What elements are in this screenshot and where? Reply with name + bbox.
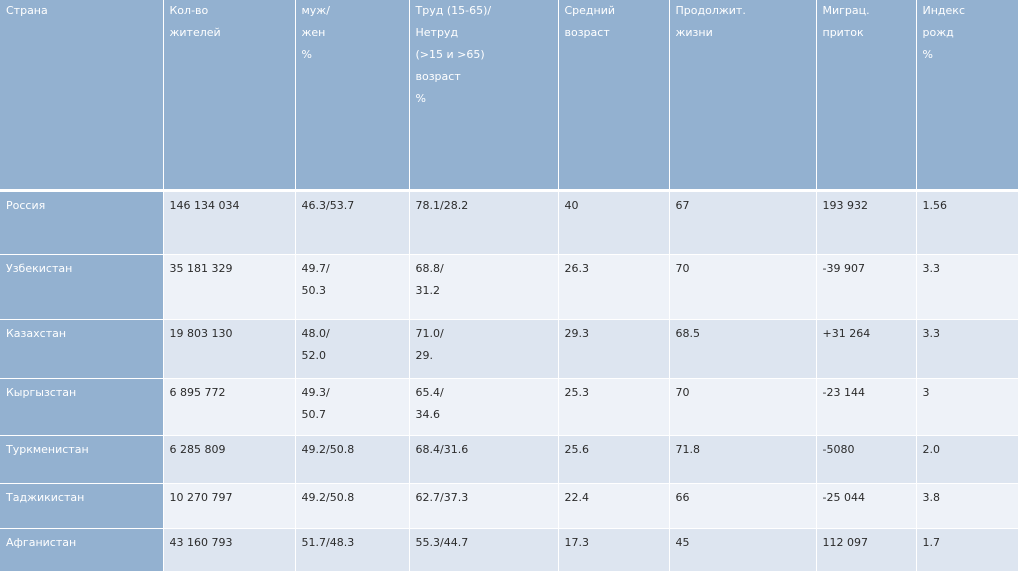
- life-expectancy-cell: 68.5: [668, 319, 816, 379]
- working-age-cell: 68.4/31.6: [408, 435, 558, 484]
- life-expectancy-cell: 71.8: [668, 435, 816, 484]
- working-age-cell: 78.1/28.2: [408, 190, 558, 255]
- birth-index-cell: 3: [915, 378, 1018, 436]
- table-row: Россия 146 134 034 46.3/53.7 78.1/28.2 4…: [0, 190, 1018, 255]
- median-age-cell: 17.3: [557, 528, 669, 572]
- header-country: Страна: [0, 0, 163, 192]
- migration-cell: 193 932: [815, 190, 916, 255]
- male-female-cell: 49.2/50.8: [294, 435, 409, 484]
- table-row: Казахстан 19 803 130 48.0/52.0 71.0/29. …: [0, 319, 1018, 379]
- population-cell: 10 270 797: [162, 483, 295, 529]
- migration-cell: 112 097: [815, 528, 916, 572]
- birth-index-cell: 1.7: [915, 528, 1018, 572]
- median-age-cell: 26.3: [557, 254, 669, 320]
- country-cell: Россия: [0, 190, 163, 255]
- migration-cell: -23 144: [815, 378, 916, 436]
- population-cell: 146 134 034: [162, 190, 295, 255]
- table-row: Туркменистан 6 285 809 49.2/50.8 68.4/31…: [0, 435, 1018, 484]
- male-female-cell: 49.3/50.7: [294, 378, 409, 436]
- working-age-cell: 68.8/31.2: [408, 254, 558, 320]
- median-age-cell: 22.4: [557, 483, 669, 529]
- working-age-cell: 55.3/44.7: [408, 528, 558, 572]
- working-age-cell: 71.0/29.: [408, 319, 558, 379]
- country-cell: Туркменистан: [0, 435, 163, 484]
- table-row: Таджикистан 10 270 797 49.2/50.8 62.7/37…: [0, 483, 1018, 529]
- median-age-cell: 40: [557, 190, 669, 255]
- header-male-female: муж/жен%: [294, 0, 409, 192]
- table-row: Кыргызстан 6 895 772 49.3/50.7 65.4/34.6…: [0, 378, 1018, 436]
- life-expectancy-cell: 45: [668, 528, 816, 572]
- life-expectancy-cell: 67: [668, 190, 816, 255]
- migration-cell: -25 044: [815, 483, 916, 529]
- working-age-cell: 62.7/37.3: [408, 483, 558, 529]
- population-cell: 6 895 772: [162, 378, 295, 436]
- birth-index-cell: 1.56: [915, 190, 1018, 255]
- header-population: Кол-во жителей: [162, 0, 295, 192]
- median-age-cell: 25.6: [557, 435, 669, 484]
- male-female-cell: 46.3/53.7: [294, 190, 409, 255]
- population-cell: 43 160 793: [162, 528, 295, 572]
- migration-cell: -5080: [815, 435, 916, 484]
- life-expectancy-cell: 66: [668, 483, 816, 529]
- table-row: Афганистан 43 160 793 51.7/48.3 55.3/44.…: [0, 528, 1018, 572]
- birth-index-cell: 3.8: [915, 483, 1018, 529]
- male-female-cell: 49.7/50.3: [294, 254, 409, 320]
- population-cell: 6 285 809: [162, 435, 295, 484]
- birth-index-cell: 3.3: [915, 319, 1018, 379]
- median-age-cell: 29.3: [557, 319, 669, 379]
- migration-cell: +31 264: [815, 319, 916, 379]
- header-migration: Миграц. приток: [815, 0, 916, 192]
- header-row: Страна Кол-во жителей муж/жен% Труд (15-6…: [0, 0, 1018, 192]
- population-cell: 35 181 329: [162, 254, 295, 320]
- country-cell: Казахстан: [0, 319, 163, 379]
- birth-index-cell: 3.3: [915, 254, 1018, 320]
- male-female-cell: 51.7/48.3: [294, 528, 409, 572]
- country-cell: Таджикистан: [0, 483, 163, 529]
- population-cell: 19 803 130: [162, 319, 295, 379]
- life-expectancy-cell: 70: [668, 378, 816, 436]
- header-life-expectancy: Продолжит. жизни: [668, 0, 816, 192]
- header-birth-index: Индекс рожд%: [915, 0, 1018, 192]
- country-cell: Узбекистан: [0, 254, 163, 320]
- country-cell: Афганистан: [0, 528, 163, 572]
- birth-index-cell: 2.0: [915, 435, 1018, 484]
- male-female-cell: 48.0/52.0: [294, 319, 409, 379]
- country-cell: Кыргызстан: [0, 378, 163, 436]
- median-age-cell: 25.3: [557, 378, 669, 436]
- header-median-age: Средний возраст: [557, 0, 669, 192]
- working-age-cell: 65.4/34.6: [408, 378, 558, 436]
- header-working-age: Труд (15-65)/Нетруд (>15 и >65) возраст%: [408, 0, 558, 192]
- male-female-cell: 49.2/50.8: [294, 483, 409, 529]
- table-row: Узбекистан 35 181 329 49.7/50.3 68.8/31.…: [0, 254, 1018, 320]
- migration-cell: -39 907: [815, 254, 916, 320]
- life-expectancy-cell: 70: [668, 254, 816, 320]
